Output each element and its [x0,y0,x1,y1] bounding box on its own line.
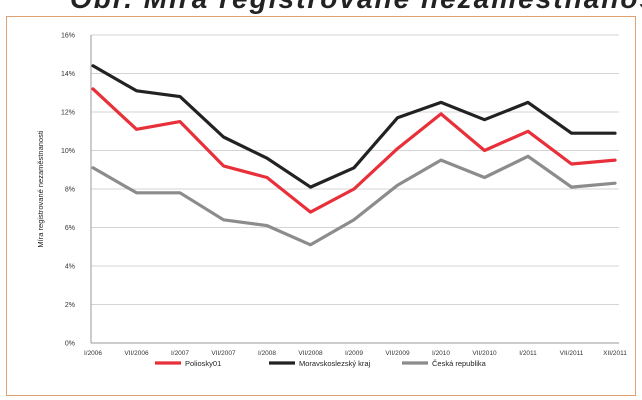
line-chart: 0%2%4%6%8%10%12%14%16% I/2006 VII/2006 I/2… [36,33,627,369]
x-tick-label: VII/2007 [211,350,236,357]
series-lines [91,64,617,247]
legend-label: Česká republika [432,359,487,368]
series-line [91,64,617,189]
y-tick-label: 8% [65,187,75,194]
y-tick-label: 0% [65,341,75,348]
x-tick-label: I/2011 [519,350,537,357]
y-tick-label: 14% [61,71,75,78]
x-tick-label: VII/2010 [472,350,497,357]
x-tick-labels: I/2006 VII/2006 I/2007 VII/2007 I/2008 VII/20… [84,350,627,357]
y-tick-label: 6% [65,225,75,232]
x-tick-label: VII/2006 [124,350,149,357]
series-line [91,87,617,214]
legend: Poliosky01 Moravskoslezský kraj Česká repu… [155,359,487,368]
x-tick-label: I/2009 [345,350,363,357]
y-tick-label: 2% [65,302,75,309]
x-tick-label: I/2007 [171,350,189,357]
y-tick-label: 16% [61,33,75,40]
series-line [91,154,617,247]
y-tick-label: 12% [61,110,75,117]
y-tick-label: 10% [61,148,75,155]
x-tick-label: VII/2008 [298,350,323,357]
x-tick-label: XII/2011 [603,350,627,357]
y-tick-labels: 0% 2% 4% 6% 8% 10% 12% 14% 16% [61,33,75,348]
y-tick-label: 4% [65,264,75,271]
cropped-title-strip: Obr. Míra registrované nezaměstnanosti [0,0,642,16]
legend-label: Poliosky01 [185,359,221,368]
legend-label: Moravskoslezský kraj [299,359,371,368]
chart-frame: 0% 2% 4% 6% 8% 10% 12% 14% 16% I/2006 VII/2006 I/2… [6,16,636,396]
cropped-title: Obr. Míra registrované nezaměstnanosti [70,0,642,15]
x-tick-label: I/2006 [84,350,102,357]
x-tick-label: I/2010 [432,350,450,357]
y-axis-title: Míra registrované nezaměstnanosti [36,130,45,247]
x-tick-label: I/2008 [258,350,276,357]
x-tick-label: VII/2011 [560,350,584,357]
x-tick-label: VII/2009 [385,350,410,357]
